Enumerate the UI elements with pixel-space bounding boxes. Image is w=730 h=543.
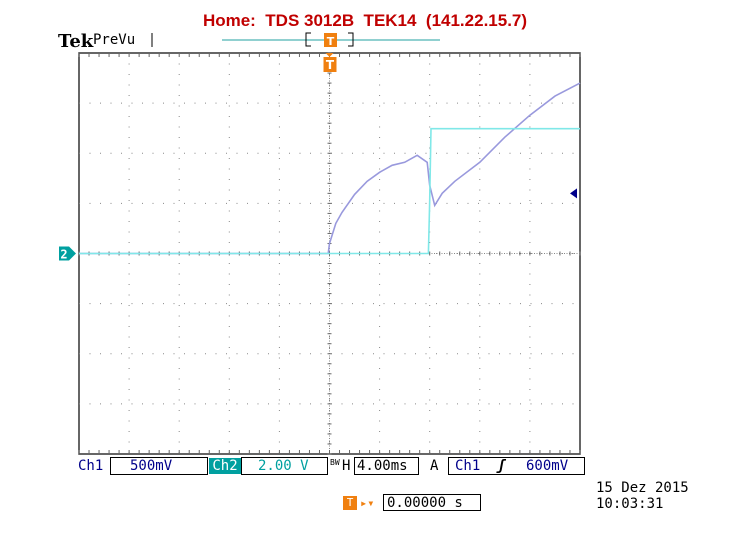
trigger-mode: A	[430, 458, 439, 474]
trigger-marker-icon	[323, 57, 337, 72]
ch2-ground-marker: 2	[59, 246, 76, 262]
record-view-bar: T	[151, 32, 440, 48]
bandwidth-limit-icon: BW	[330, 458, 340, 467]
trigger-record-label: T	[327, 35, 335, 48]
ch2-scale: 2.00 V	[258, 458, 309, 474]
horizontal-label: H	[342, 458, 351, 474]
ch2-scale-box[interactable]	[241, 457, 328, 475]
ch1-level-arrow-icon	[570, 188, 577, 199]
timebase-value: 4.00ms	[357, 458, 408, 474]
ch2-marker-label: 2	[60, 248, 67, 262]
rising-edge-icon: ʃ	[497, 458, 506, 474]
trigger-marker-label: T	[326, 58, 335, 72]
trigger-position-value[interactable]: 0.00000 s	[383, 494, 481, 511]
acquisition-status: PreVu	[93, 32, 136, 48]
trigger-position-icon: T	[343, 496, 357, 510]
date-readout: 15 Dez 2015	[596, 480, 689, 496]
trigger-source: Ch1	[455, 458, 481, 474]
record-bracket-left	[305, 32, 311, 47]
window-title: Home: TDS 3012B TEK14 (141.22.15.7)	[202, 11, 528, 30]
time-readout: 10:03:31	[596, 496, 664, 512]
timebase-box[interactable]	[354, 457, 419, 475]
trigger-record-icon	[324, 33, 337, 47]
brand-logo: Tek	[58, 31, 94, 52]
trigger-pointer-icon	[325, 53, 334, 57]
ch2-marker-shape	[59, 246, 76, 261]
trigger-level: 600mV	[526, 458, 569, 474]
record-bracket-right	[348, 32, 354, 47]
arrow-icon: ▸▾	[360, 496, 375, 510]
ch1-scale: 500mV	[130, 458, 173, 474]
ch2-label[interactable]: Ch2	[209, 458, 241, 474]
ch2-trace	[79, 127, 580, 255]
ch1-scale-box[interactable]	[110, 457, 208, 475]
trigger-box[interactable]	[448, 457, 585, 475]
ch1-label[interactable]: Ch1	[78, 458, 104, 474]
